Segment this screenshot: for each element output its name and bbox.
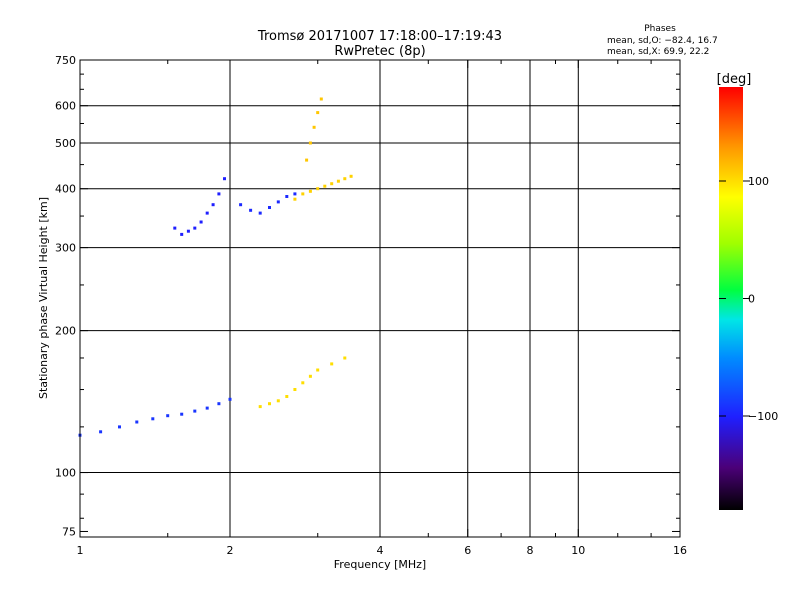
data-point (217, 402, 221, 406)
y-axis-label: Stationary phase Virtual Height [km] (37, 197, 50, 399)
data-point (239, 203, 243, 207)
colorbar: [deg] −100 0 100 (717, 72, 778, 510)
data-point (276, 399, 280, 403)
data-point (135, 420, 139, 424)
data-point (301, 192, 305, 196)
data-point (349, 174, 353, 178)
data-point (293, 197, 297, 201)
data-point (166, 414, 170, 418)
y-tick-label: 400 (55, 183, 76, 196)
x-tick-label: 4 (377, 544, 384, 557)
title-line-1: Tromsø 20171007 17:18:00–17:19:43 (257, 29, 502, 44)
data-point (249, 208, 253, 212)
x-tick-label: 1 (77, 544, 84, 557)
colorbar-tick-label: −100 (748, 410, 778, 423)
data-point (293, 192, 297, 196)
data-point (258, 211, 262, 215)
data-point (199, 220, 203, 224)
plot-area: 1 2 4 6 8 10 16 75 100 200 300 400 500 600 750 (55, 54, 687, 557)
data-point (173, 226, 177, 230)
data-point (211, 203, 215, 207)
data-point (285, 395, 289, 398)
data-point (180, 412, 184, 416)
data-point (258, 405, 262, 409)
data-point (330, 362, 334, 366)
data-point (205, 406, 209, 410)
y-tick-label: 75 (62, 525, 76, 538)
x-tick-label: 8 (527, 544, 534, 557)
data-point (217, 192, 221, 196)
stats-line-x: mean, sd,X: 69.9, 22.2 (607, 47, 709, 57)
data-point (301, 381, 305, 385)
x-tick-label: 10 (571, 544, 585, 557)
data-point (285, 195, 289, 198)
x-axis-label: Frequency [MHz] (334, 558, 426, 571)
title: Tromsø 20171007 17:18:00–17:19:43 RwPret… (257, 29, 502, 59)
data-point (343, 177, 347, 181)
title-line-2: RwPretec (8p) (334, 44, 425, 59)
data-point (316, 187, 320, 191)
colorbar-ticks: −100 0 100 (719, 175, 778, 423)
data-point (223, 177, 226, 181)
y-tick-label: 500 (55, 137, 76, 150)
data-point (305, 158, 309, 162)
data-point (151, 417, 155, 421)
y-tick-label: 200 (55, 325, 76, 338)
data-point (268, 206, 271, 209)
data-point (293, 388, 297, 391)
stats-box: Phases mean, sd,O: −82.4, 16.7 mean, sd,… (607, 24, 718, 57)
stats-line-o: mean, sd,O: −82.4, 16.7 (607, 36, 718, 46)
data-point (316, 368, 320, 372)
data-point (193, 409, 197, 413)
data-point (343, 356, 347, 360)
data-point (308, 141, 312, 145)
colorbar-label: [deg] (717, 72, 752, 87)
data-point (268, 402, 271, 406)
y-axis: 75 100 200 300 400 500 600 750 (55, 54, 680, 538)
stats-header: Phases (644, 24, 676, 34)
y-tick-label: 750 (55, 54, 76, 67)
data-point (312, 125, 316, 129)
data-point (319, 97, 323, 101)
data-point (276, 200, 280, 204)
colorbar-tick-label: 100 (748, 175, 769, 188)
data-point (336, 179, 340, 183)
data-point (180, 232, 184, 236)
data-point (205, 211, 209, 215)
data-point (118, 425, 121, 429)
x-tick-label: 16 (673, 544, 687, 557)
data-point (186, 229, 190, 233)
data-point (99, 430, 103, 434)
data-point (308, 189, 312, 193)
x-tick-label: 2 (227, 544, 234, 557)
data-point (316, 111, 320, 115)
x-axis: 1 2 4 6 8 10 16 (77, 60, 687, 557)
data-point (308, 374, 312, 378)
data-point (193, 226, 197, 230)
y-tick-label: 600 (55, 100, 76, 113)
colorbar-tick-label: 0 (748, 293, 755, 306)
grid (80, 60, 680, 537)
y-tick-label: 300 (55, 242, 76, 255)
y-tick-label: 100 (55, 467, 76, 480)
data-points (78, 97, 353, 437)
x-tick-label: 6 (464, 544, 471, 557)
data-point (228, 397, 232, 401)
data-point (323, 184, 327, 188)
data-point (330, 182, 334, 186)
